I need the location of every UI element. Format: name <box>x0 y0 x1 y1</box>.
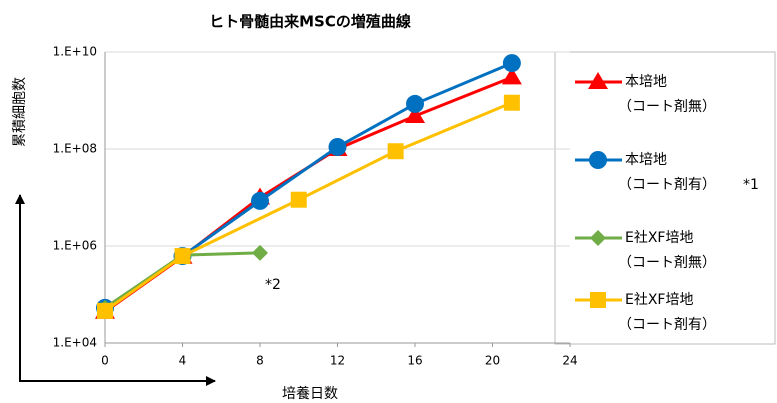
chart-title: ヒト骨髄由来MSCの増殖曲線 <box>209 13 411 31</box>
marker <box>501 67 522 85</box>
marker <box>590 292 606 308</box>
legend-label: 本培地（コート剤無） <box>618 74 716 115</box>
marker <box>503 94 520 111</box>
x-tick-label: 8 <box>256 354 264 368</box>
marker <box>328 137 347 156</box>
marker <box>252 244 268 261</box>
y-tick-label: 1.E+10 <box>53 45 97 59</box>
marker <box>588 72 608 89</box>
marker <box>502 54 521 73</box>
series-line <box>104 61 513 310</box>
x-axis-label: 培養日数 <box>282 385 338 402</box>
legend-label: E社XF培地（コート剤無） <box>618 230 716 271</box>
x-tick-label: 0 <box>101 354 109 368</box>
x-tick-label: 24 <box>562 354 577 368</box>
legend-label: 本培地（コート剤有） <box>618 152 716 193</box>
y-tick-label: 1.E+04 <box>53 336 97 350</box>
marker <box>405 105 425 123</box>
y-axis-label: 累積細胞数 <box>12 77 28 147</box>
marker <box>589 151 607 169</box>
y-tick-label: 1.E+08 <box>53 142 97 156</box>
x-tick-label: 12 <box>330 354 345 368</box>
marker <box>590 230 606 246</box>
marker <box>387 143 404 160</box>
x-tick-label: 16 <box>407 354 422 368</box>
y-tick-label: 1.E+06 <box>53 239 97 253</box>
marker <box>251 191 269 210</box>
x-tick-label: 4 <box>179 354 187 368</box>
x-tick-label: 20 <box>485 354 500 368</box>
legend-label: E社XF培地（コート剤有） <box>618 292 716 333</box>
marker <box>174 248 191 265</box>
series-line <box>104 101 513 313</box>
annotation: *2 <box>265 277 281 293</box>
annotation: *1 <box>743 177 759 193</box>
marker <box>290 191 307 208</box>
marker <box>97 302 113 319</box>
marker <box>406 94 424 113</box>
legend-box <box>554 51 776 345</box>
